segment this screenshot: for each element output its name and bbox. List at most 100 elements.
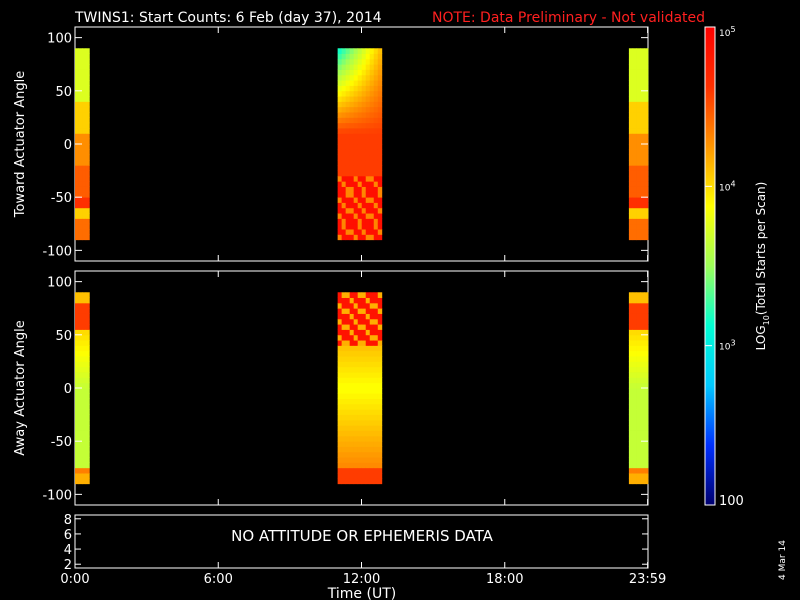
heatmap-cell	[373, 223, 379, 230]
heatmap-cell	[644, 122, 649, 129]
heatmap-cell	[75, 350, 79, 357]
heatmap-cell	[640, 213, 645, 219]
heatmap-cell	[353, 101, 359, 108]
heatmap-cell	[640, 446, 645, 453]
heatmap-cell	[353, 393, 359, 400]
heatmap-cell	[85, 218, 90, 225]
heatmap-cell	[337, 117, 343, 124]
heatmap-cell	[636, 106, 641, 113]
heatmap-cell	[369, 366, 375, 373]
heatmap-cell	[345, 144, 351, 150]
heatmap-cell	[640, 154, 645, 161]
heatmap-cell	[361, 149, 367, 156]
heatmap-cell	[357, 318, 363, 325]
heatmap-cell	[75, 419, 79, 426]
heatmap-cell	[369, 207, 375, 214]
heatmap-cell	[75, 318, 79, 325]
heatmap-cell	[75, 297, 79, 304]
heatmap-cell	[369, 292, 375, 298]
heatmap-cell	[78, 213, 83, 219]
heatmap-cell	[377, 425, 383, 431]
heatmap-cell	[640, 53, 645, 60]
heatmap-cell	[640, 96, 645, 102]
heatmap-cell	[632, 340, 637, 346]
heatmap-cell	[640, 430, 645, 437]
heatmap-cell	[636, 112, 641, 118]
heatmap-cell	[82, 451, 87, 458]
heatmap-cell	[353, 85, 359, 92]
heatmap-cell	[636, 122, 641, 129]
heatmap-cell	[365, 324, 371, 330]
heatmap-cell	[369, 128, 375, 134]
heatmap-cell	[373, 69, 379, 76]
heatmap-cell	[341, 69, 347, 76]
heatmap-cell	[361, 372, 367, 378]
heatmap-cell	[353, 377, 359, 384]
heatmap-cell	[337, 101, 343, 108]
heatmap-cell	[357, 313, 363, 320]
heatmap-cell	[337, 64, 343, 70]
heatmap-cell	[353, 191, 359, 198]
heatmap-cell	[82, 101, 87, 108]
heatmap-cell	[636, 229, 641, 235]
heatmap-cell	[341, 53, 347, 60]
heatmap-cell	[628, 48, 634, 54]
heatmap-cell	[365, 430, 371, 437]
heatmap-cell	[632, 90, 637, 97]
heatmap-cell	[628, 207, 634, 214]
heatmap-cell	[644, 334, 649, 341]
heatmap-cell	[341, 297, 347, 304]
heatmap-cell	[636, 170, 641, 177]
heatmap-cell	[361, 393, 367, 400]
heatmap-cell	[341, 430, 347, 437]
heatmap-cell	[85, 414, 90, 421]
heatmap-cell	[85, 441, 90, 447]
heatmap-cell	[349, 202, 355, 209]
heatmap-cell	[82, 197, 87, 203]
heatmap-cell	[78, 96, 83, 102]
heatmap-cell	[632, 74, 637, 81]
plot-title: TWINS1: Start Counts: 6 Feb (day 37), 20…	[74, 10, 382, 26]
heatmap-cell	[369, 324, 375, 330]
heatmap-cell	[353, 58, 359, 65]
heatmap-cell	[75, 467, 79, 474]
heatmap-cell	[377, 207, 383, 214]
heatmap-cell	[373, 138, 379, 145]
heatmap-cell	[357, 80, 363, 86]
heatmap-cell	[632, 473, 637, 479]
heatmap-cell	[345, 80, 351, 86]
heatmap-cell	[345, 350, 351, 357]
heatmap-cell	[349, 356, 355, 362]
heatmap-cell	[628, 324, 634, 330]
heatmap-cell	[78, 350, 83, 357]
heatmap-cell	[632, 297, 637, 304]
heatmap-cell	[636, 366, 641, 373]
heatmap-cell	[365, 64, 371, 70]
heatmap-cell	[345, 48, 351, 54]
heatmap-cell	[369, 345, 375, 352]
heatmap-cell	[78, 324, 83, 330]
heatmap-cell	[373, 112, 379, 118]
heatmap-cell	[361, 74, 367, 81]
heatmap-cell	[365, 414, 371, 421]
heatmap-cell	[337, 128, 343, 134]
heatmap-cell	[632, 175, 637, 182]
heatmap-cell	[640, 159, 645, 166]
heatmap-cell	[349, 191, 355, 198]
heatmap-cell	[349, 133, 355, 140]
heatmap-cell	[337, 96, 343, 102]
heatmap-cell	[361, 159, 367, 166]
heatmap-cell	[345, 223, 351, 230]
heatmap-cell	[632, 48, 637, 54]
heatmap-cell	[82, 388, 87, 394]
heatmap-cell	[640, 409, 645, 415]
heatmap-cell	[75, 457, 79, 463]
heatmap-cell	[353, 159, 359, 166]
heatmap-cell	[341, 191, 347, 198]
heatmap-cell	[337, 403, 343, 410]
heatmap-cell	[82, 403, 87, 410]
heatmap-cell	[628, 223, 634, 230]
heatmap-cell	[357, 48, 363, 54]
heatmap-cell	[345, 175, 351, 182]
heatmap-cell	[345, 308, 351, 314]
